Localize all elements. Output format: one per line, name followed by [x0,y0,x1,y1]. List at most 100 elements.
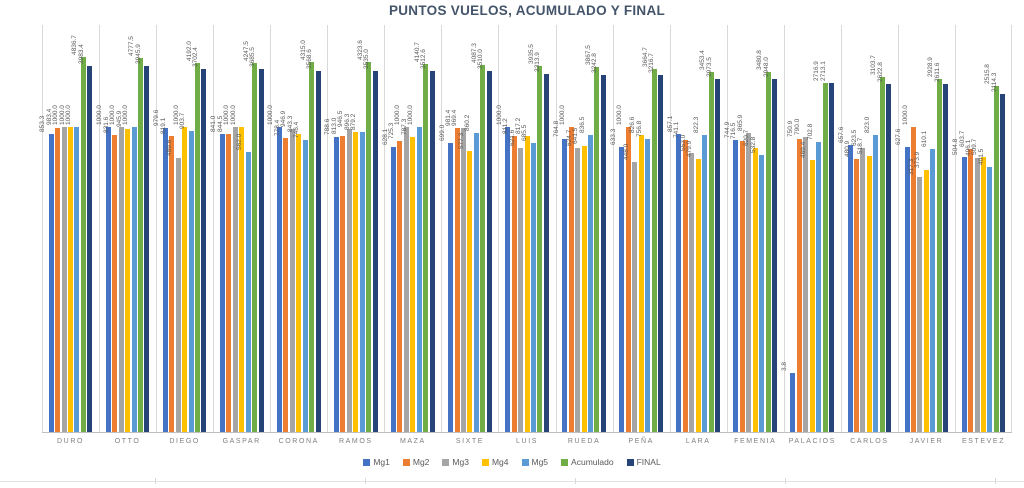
bar-mg2-sixte[interactable] [454,127,460,432]
bar-mg3-lara[interactable] [689,152,695,432]
bar-mg3-corona[interactable] [289,129,295,432]
bar-mg2-diego[interactable] [169,135,175,432]
bar-mg3-rueda[interactable] [575,147,581,432]
bar-final-rueda[interactable] [600,74,606,432]
bar-mg1-javier[interactable] [904,147,910,432]
bar-mg5-maza[interactable] [416,126,422,432]
bar-final-luis[interactable] [543,73,549,432]
bar-mg5-palacios[interactable] [816,142,822,432]
bar-mg2-maza[interactable] [397,140,403,432]
bar-acumulado-estevez[interactable] [993,85,999,432]
bar-mg1-duro[interactable] [48,133,54,432]
bar-mg4-corona[interactable] [296,134,302,432]
bar-mg3-luis[interactable] [518,147,524,432]
bar-mg4-palacios[interactable] [809,160,815,432]
bar-final-peña[interactable] [657,75,663,432]
bar-mg1-sixte[interactable] [448,142,454,432]
bar-mg3-maza[interactable] [403,126,409,432]
legend-item-mg3[interactable]: Mg3 [442,457,469,467]
bar-acumulado-javier[interactable] [936,79,942,432]
bar-final-diego[interactable] [201,68,207,432]
bar-mg5-corona[interactable] [302,139,308,432]
bar-mg2-duro[interactable] [55,127,61,432]
bar-acumulado-luis[interactable] [537,66,543,432]
legend-item-final[interactable]: FINAL [626,457,661,467]
bar-mg2-ramos[interactable] [340,135,346,432]
bar-mg4-lara[interactable] [695,159,701,432]
bar-mg4-carlos[interactable] [866,155,872,432]
bar-mg1-femenia[interactable] [733,139,739,432]
bar-mg2-peña[interactable] [625,126,631,432]
bar-mg5-ramos[interactable] [359,132,365,432]
bar-mg4-gaspar[interactable] [239,126,245,432]
bar-mg3-gaspar[interactable] [232,126,238,432]
bar-mg4-rueda[interactable] [581,146,587,432]
bar-acumulado-peña[interactable] [651,69,657,432]
bar-mg5-estevez[interactable] [987,167,993,432]
bar-acumulado-palacios[interactable] [822,82,828,432]
bar-final-duro[interactable] [87,65,93,432]
bar-mg4-luis[interactable] [524,135,530,432]
bar-mg4-estevez[interactable] [980,156,986,432]
bar-mg2-rueda[interactable] [568,126,574,432]
bar-mg3-sixte[interactable] [460,128,466,432]
bar-acumulado-corona[interactable] [309,62,315,432]
bar-mg2-estevez[interactable] [968,149,974,432]
bar-final-maza[interactable] [429,71,435,432]
bar-mg1-corona[interactable] [276,126,282,432]
bar-acumulado-otto[interactable] [137,57,143,432]
bar-mg1-luis[interactable] [505,126,511,432]
bar-mg1-estevez[interactable] [961,156,967,432]
legend-item-mg5[interactable]: Mg5 [521,457,548,467]
bar-mg4-maza[interactable] [410,137,416,432]
bar-mg3-duro[interactable] [61,126,67,432]
bar-final-ramos[interactable] [372,70,378,432]
bar-acumulado-gaspar[interactable] [252,62,258,432]
bar-mg5-sixte[interactable] [473,133,479,432]
legend-item-mg2[interactable]: Mg2 [402,457,429,467]
bar-mg1-gaspar[interactable] [219,134,225,432]
bar-final-sixte[interactable] [486,71,492,432]
bar-mg5-otto[interactable] [131,126,137,432]
bar-mg4-javier[interactable] [923,170,929,432]
bar-mg2-gaspar[interactable] [226,134,232,432]
bar-final-corona[interactable] [315,70,321,432]
bar-mg5-lara[interactable] [702,135,708,432]
bar-final-lara[interactable] [715,78,721,432]
bar-mg5-duro[interactable] [74,126,80,432]
bar-mg4-ramos[interactable] [353,131,359,432]
bar-mg4-otto[interactable] [125,129,131,432]
bar-mg1-carlos[interactable] [847,145,853,432]
bar-mg3-javier[interactable] [917,177,923,432]
bar-final-femenia[interactable] [772,78,778,432]
bar-acumulado-rueda[interactable] [594,66,600,432]
bar-mg1-diego[interactable] [162,127,168,432]
bar-mg5-gaspar[interactable] [245,152,251,432]
legend-item-acumulado[interactable]: Acumulado [561,457,614,467]
bar-mg1-ramos[interactable] [333,137,339,432]
bar-mg5-javier[interactable] [930,148,936,432]
bar-mg3-ramos[interactable] [346,129,352,432]
bar-mg5-peña[interactable] [645,139,651,432]
legend-item-mg4[interactable]: Mg4 [481,457,509,467]
bar-mg5-rueda[interactable] [588,134,593,432]
bar-mg3-diego[interactable] [175,158,181,432]
bar-mg1-peña[interactable] [619,146,625,432]
legend-item-mg1[interactable]: Mg1 [363,457,390,467]
bar-mg3-otto[interactable] [118,126,124,432]
bar-final-estevez[interactable] [1000,93,1006,432]
bar-final-palacios[interactable] [829,82,835,432]
bar-mg5-luis[interactable] [530,143,536,432]
bar-final-javier[interactable] [943,84,949,432]
bar-mg2-otto[interactable] [112,134,118,432]
bar-mg3-carlos[interactable] [860,147,866,432]
bar-mg3-femenia[interactable] [746,133,752,432]
bar-mg1-otto[interactable] [105,126,111,432]
bar-acumulado-sixte[interactable] [480,64,486,432]
bar-final-carlos[interactable] [886,84,892,432]
bar-mg2-lara[interactable] [682,140,688,432]
bar-mg2-carlos[interactable] [853,159,859,432]
bar-mg5-carlos[interactable] [873,135,879,432]
bar-mg2-luis[interactable] [511,136,517,432]
bar-mg2-palacios[interactable] [796,139,802,432]
